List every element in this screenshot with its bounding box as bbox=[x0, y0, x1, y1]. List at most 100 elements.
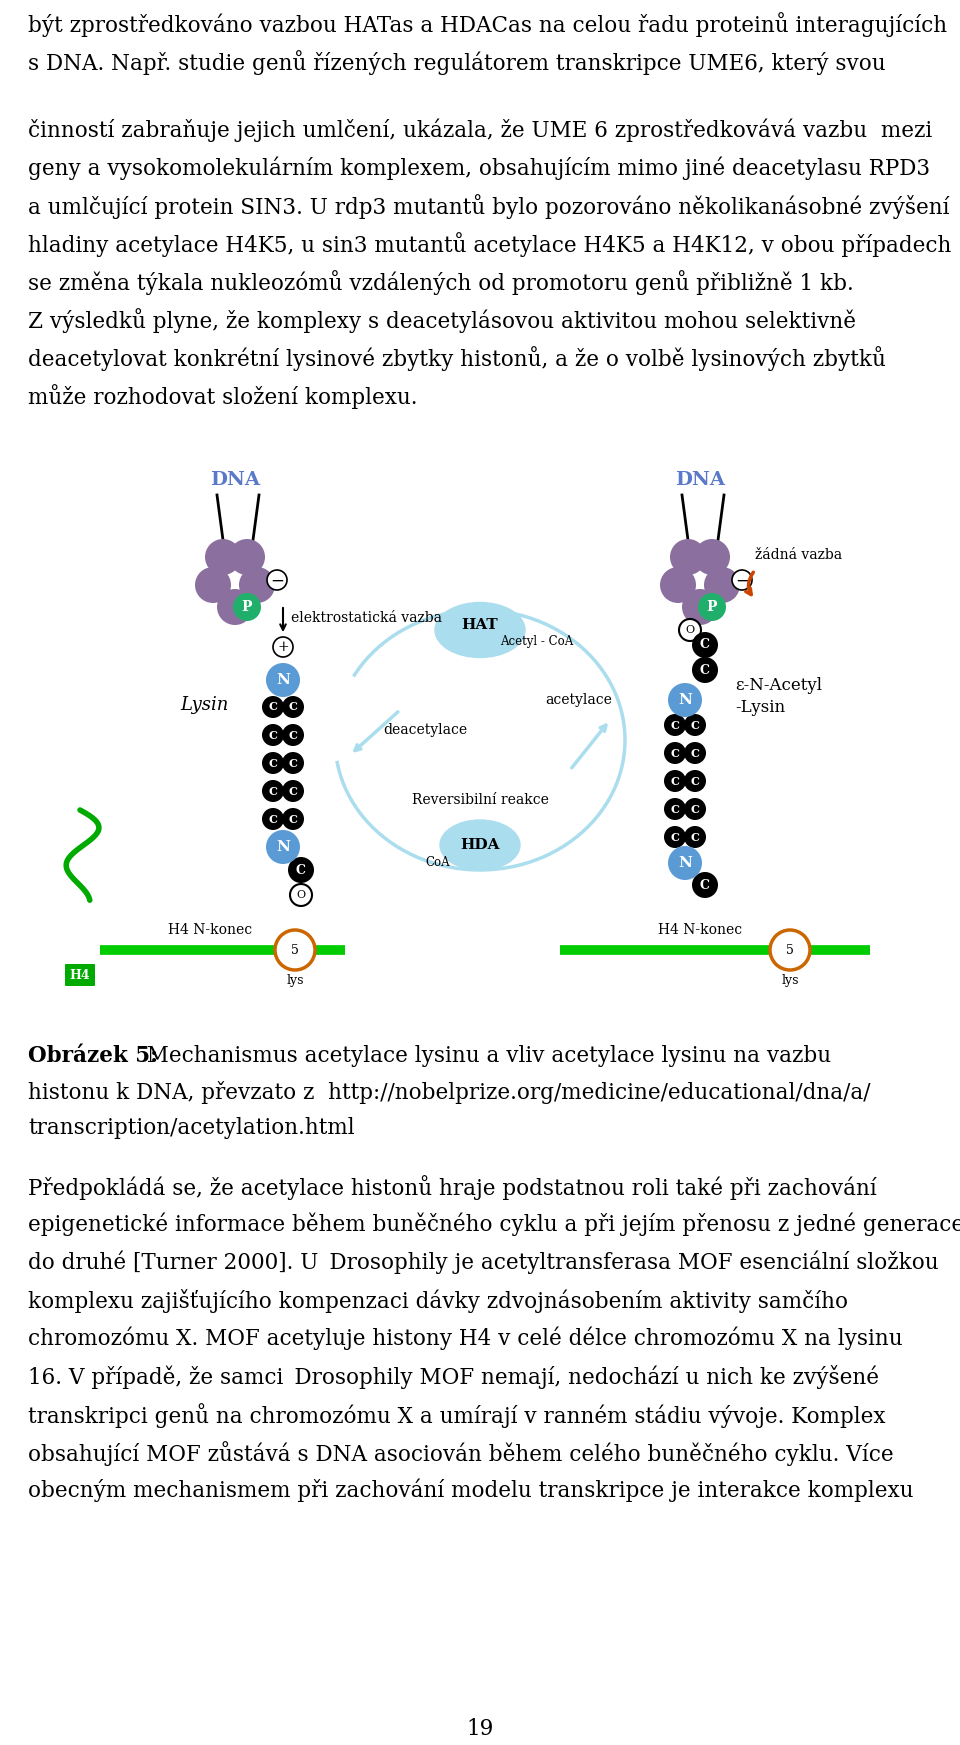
Ellipse shape bbox=[440, 820, 520, 871]
Circle shape bbox=[664, 742, 686, 764]
Text: CoA: CoA bbox=[425, 855, 449, 869]
Circle shape bbox=[692, 632, 718, 658]
Text: C: C bbox=[269, 757, 277, 768]
Circle shape bbox=[239, 567, 275, 604]
Circle shape bbox=[684, 714, 706, 736]
Text: C: C bbox=[269, 785, 277, 796]
Circle shape bbox=[262, 808, 284, 831]
Text: C: C bbox=[671, 747, 680, 759]
Circle shape bbox=[670, 539, 706, 576]
Text: DNA: DNA bbox=[675, 471, 725, 489]
Text: C: C bbox=[269, 729, 277, 740]
Circle shape bbox=[282, 724, 304, 747]
Circle shape bbox=[698, 593, 726, 621]
Text: HAT: HAT bbox=[462, 618, 498, 632]
Text: histonu k DNA, převzato z  http://nobelprize.org/medicine/educational/dna/a/: histonu k DNA, převzato z http://nobelpr… bbox=[28, 1080, 871, 1105]
Text: do druhé [Turner 2000]. U  Drosophily je acetyltransferasa MOF esenciální složko: do druhé [Turner 2000]. U Drosophily je … bbox=[28, 1251, 939, 1274]
Circle shape bbox=[684, 742, 706, 764]
Text: -Lysin: -Lysin bbox=[735, 698, 785, 715]
Text: C: C bbox=[269, 813, 277, 824]
Circle shape bbox=[273, 637, 293, 658]
Text: C: C bbox=[289, 813, 298, 824]
Text: N: N bbox=[678, 693, 692, 707]
Circle shape bbox=[692, 658, 718, 682]
Circle shape bbox=[195, 567, 231, 604]
Circle shape bbox=[217, 590, 253, 625]
Text: P: P bbox=[242, 600, 252, 614]
Text: H4: H4 bbox=[70, 968, 90, 981]
Text: geny a vysokomolekulárním komplexem, obsahujícím mimo jiné deacetylasu RPD3: geny a vysokomolekulárním komplexem, obs… bbox=[28, 157, 930, 180]
Text: lys: lys bbox=[286, 974, 303, 986]
Circle shape bbox=[732, 571, 752, 590]
Text: C: C bbox=[700, 663, 710, 677]
Text: C: C bbox=[690, 719, 700, 731]
Circle shape bbox=[282, 780, 304, 803]
Text: C: C bbox=[690, 747, 700, 759]
Circle shape bbox=[262, 752, 284, 775]
Circle shape bbox=[229, 539, 265, 576]
Text: H4 N-konec: H4 N-konec bbox=[168, 923, 252, 937]
Text: +: + bbox=[277, 640, 289, 654]
Text: hladiny acetylace H4K5, u sin3 mutantů acetylace H4K5 a H4K12, v obou případech: hladiny acetylace H4K5, u sin3 mutantů a… bbox=[28, 232, 951, 257]
Text: C: C bbox=[289, 785, 298, 796]
Circle shape bbox=[664, 797, 686, 820]
Text: transkripci genů na chromozómu X a umírají v ranném stádiu vývoje. Komplex: transkripci genů na chromozómu X a umíra… bbox=[28, 1403, 885, 1427]
Circle shape bbox=[262, 696, 284, 717]
Text: být zprostředkováno vazbou HATas a HDACas na celou řadu proteinů interagujících: být zprostředkováno vazbou HATas a HDACa… bbox=[28, 12, 948, 37]
Text: N: N bbox=[276, 674, 290, 688]
Text: činností zabraňuje jejich umlčení, ukázala, že UME 6 zprostředkovává vazbu  mezi: činností zabraňuje jejich umlčení, ukáza… bbox=[28, 119, 932, 141]
Circle shape bbox=[679, 619, 701, 640]
Text: 16. V případě, že samci  Drosophily MOF nemají, nedochází u nich ke zvýšené: 16. V případě, že samci Drosophily MOF n… bbox=[28, 1365, 879, 1389]
Text: obsahující MOF zůstává s DNA asociován během celého buněčného cyklu. Více: obsahující MOF zůstává s DNA asociován b… bbox=[28, 1441, 894, 1466]
Circle shape bbox=[684, 797, 706, 820]
Text: 19: 19 bbox=[467, 1719, 493, 1740]
Circle shape bbox=[664, 714, 686, 736]
Circle shape bbox=[266, 663, 300, 696]
Circle shape bbox=[668, 682, 702, 717]
Text: Mechanismus acetylace lysinu a vliv acetylace lysinu na vazbu: Mechanismus acetylace lysinu a vliv acet… bbox=[133, 1045, 831, 1066]
Circle shape bbox=[664, 770, 686, 792]
FancyBboxPatch shape bbox=[65, 963, 95, 986]
Circle shape bbox=[660, 567, 696, 604]
Circle shape bbox=[684, 770, 706, 792]
Circle shape bbox=[682, 590, 718, 625]
Text: žádná vazba: žádná vazba bbox=[755, 548, 842, 562]
Text: acetylace: acetylace bbox=[545, 693, 612, 707]
Circle shape bbox=[684, 825, 706, 848]
Text: P: P bbox=[707, 600, 717, 614]
Text: C: C bbox=[269, 701, 277, 712]
Text: chromozómu X. MOF acetyluje histony H4 v celé délce chromozómu X na lysinu: chromozómu X. MOF acetyluje histony H4 v… bbox=[28, 1326, 902, 1351]
Circle shape bbox=[262, 724, 284, 747]
Text: 5: 5 bbox=[786, 944, 794, 956]
Text: komplexu zajišťujícího kompenzaci dávky zdvojnásobením aktivity samčího: komplexu zajišťujícího kompenzaci dávky … bbox=[28, 1290, 848, 1312]
Text: C: C bbox=[690, 775, 700, 787]
Text: deacetylovat konkrétní lysinové zbytky histonů, a že o volbě lysinových zbytků: deacetylovat konkrétní lysinové zbytky h… bbox=[28, 347, 886, 372]
Circle shape bbox=[288, 857, 314, 883]
Circle shape bbox=[205, 539, 241, 576]
Circle shape bbox=[266, 831, 300, 864]
Text: elektrostatická vazba: elektrostatická vazba bbox=[291, 611, 442, 625]
Circle shape bbox=[282, 808, 304, 831]
Text: Reversibilní reakce: Reversibilní reakce bbox=[412, 792, 548, 806]
Text: C: C bbox=[671, 719, 680, 731]
Circle shape bbox=[692, 872, 718, 899]
Circle shape bbox=[275, 930, 315, 970]
Text: C: C bbox=[289, 701, 298, 712]
Text: −: − bbox=[735, 572, 749, 590]
Circle shape bbox=[668, 846, 702, 879]
Text: C: C bbox=[690, 803, 700, 815]
Text: ε-N-Acetyl: ε-N-Acetyl bbox=[735, 677, 822, 693]
Text: DNA: DNA bbox=[210, 471, 260, 489]
Circle shape bbox=[282, 752, 304, 775]
Text: Lysin: Lysin bbox=[180, 696, 228, 714]
Circle shape bbox=[267, 571, 287, 590]
Circle shape bbox=[694, 539, 730, 576]
Text: C: C bbox=[690, 832, 700, 843]
Text: Obrázek 5:: Obrázek 5: bbox=[28, 1045, 158, 1066]
Circle shape bbox=[290, 885, 312, 906]
Text: HDA: HDA bbox=[460, 838, 500, 852]
Text: epigenetické informace během buněčného cyklu a při jejím přenosu z jedné generac: epigenetické informace během buněčného c… bbox=[28, 1213, 960, 1237]
Circle shape bbox=[704, 567, 740, 604]
Text: C: C bbox=[671, 775, 680, 787]
Text: může rozhodovat složení komplexu.: může rozhodovat složení komplexu. bbox=[28, 384, 418, 410]
